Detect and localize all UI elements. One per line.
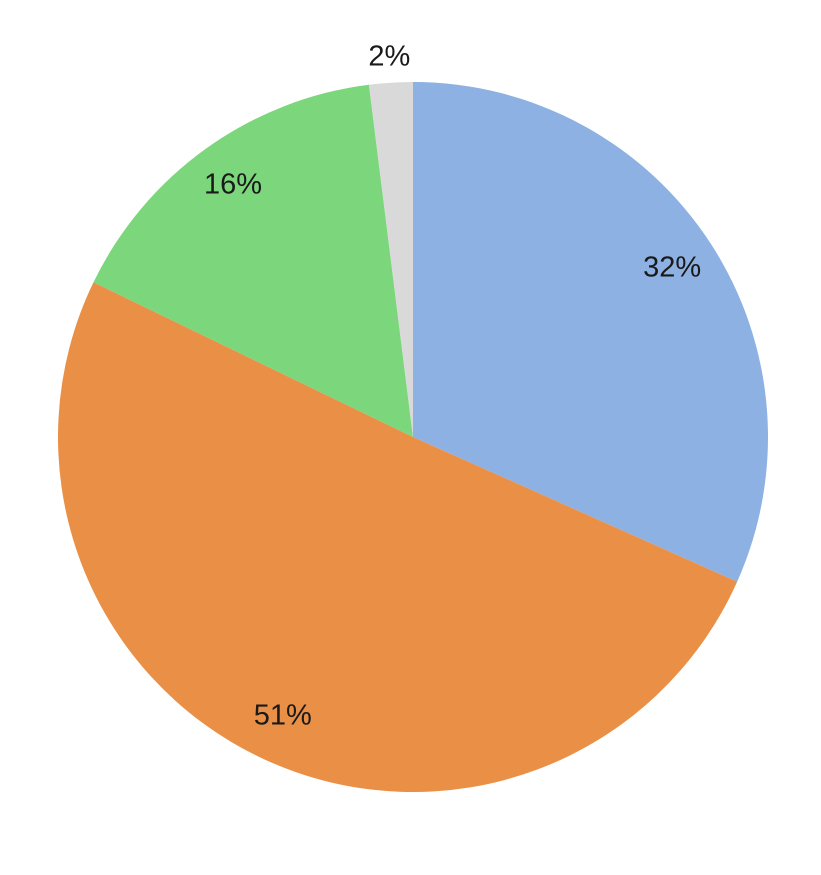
data-label: 32%: [643, 252, 701, 284]
data-label: 16%: [204, 169, 262, 201]
pie-slice: [368, 82, 413, 437]
pie-slice: [413, 82, 768, 582]
pie-slice: [57, 282, 738, 793]
data-label: 51%: [254, 700, 312, 732]
pie-slice: [93, 84, 414, 437]
data-label: 2%: [368, 41, 410, 73]
